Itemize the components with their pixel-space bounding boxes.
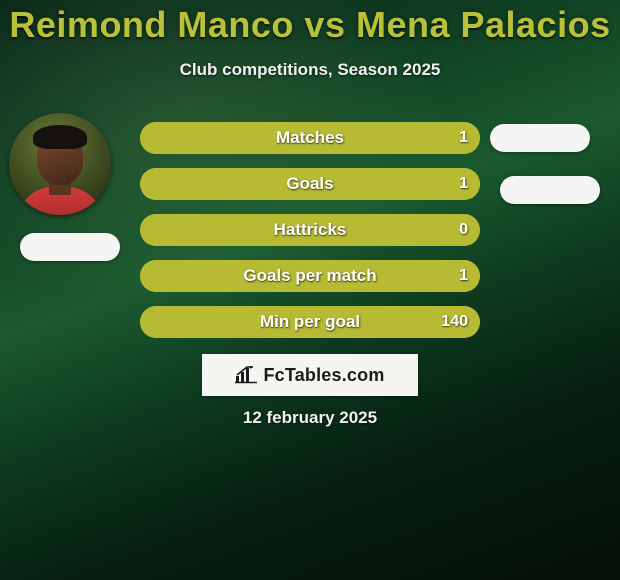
stat-row-hattricks: Hattricks 0	[140, 214, 480, 246]
stat-value: 140	[441, 306, 468, 338]
stat-label: Goals	[140, 168, 480, 200]
comparison-card: Reimond Manco vs Mena Palacios Club comp…	[0, 0, 620, 580]
stat-row-goals: Goals 1	[140, 168, 480, 200]
player-left-name-pill	[20, 233, 120, 261]
brand-badge: FcTables.com	[202, 354, 418, 396]
stat-value: 1	[459, 122, 468, 154]
stat-label: Hattricks	[140, 214, 480, 246]
page-title: Reimond Manco vs Mena Palacios	[0, 0, 620, 46]
player-right-name-pill-1	[490, 124, 590, 152]
stat-value: 1	[459, 260, 468, 292]
stat-row-min-per-goal: Min per goal 140	[140, 306, 480, 338]
brand-text: FcTables.com	[263, 365, 384, 386]
stat-value: 0	[459, 214, 468, 246]
subtitle: Club competitions, Season 2025	[0, 60, 620, 80]
stat-label: Matches	[140, 122, 480, 154]
player-left-avatar	[9, 113, 111, 215]
stat-label: Min per goal	[140, 306, 480, 338]
stat-row-matches: Matches 1	[140, 122, 480, 154]
stat-value: 1	[459, 168, 468, 200]
bar-chart-icon	[235, 366, 257, 384]
stat-label: Goals per match	[140, 260, 480, 292]
date-label: 12 february 2025	[0, 408, 620, 428]
stat-row-goals-per-match: Goals per match 1	[140, 260, 480, 292]
player-right-name-pill-2	[500, 176, 600, 204]
stats-rows: Matches 1 Goals 1 Hattricks 0 Goals per …	[140, 122, 480, 352]
